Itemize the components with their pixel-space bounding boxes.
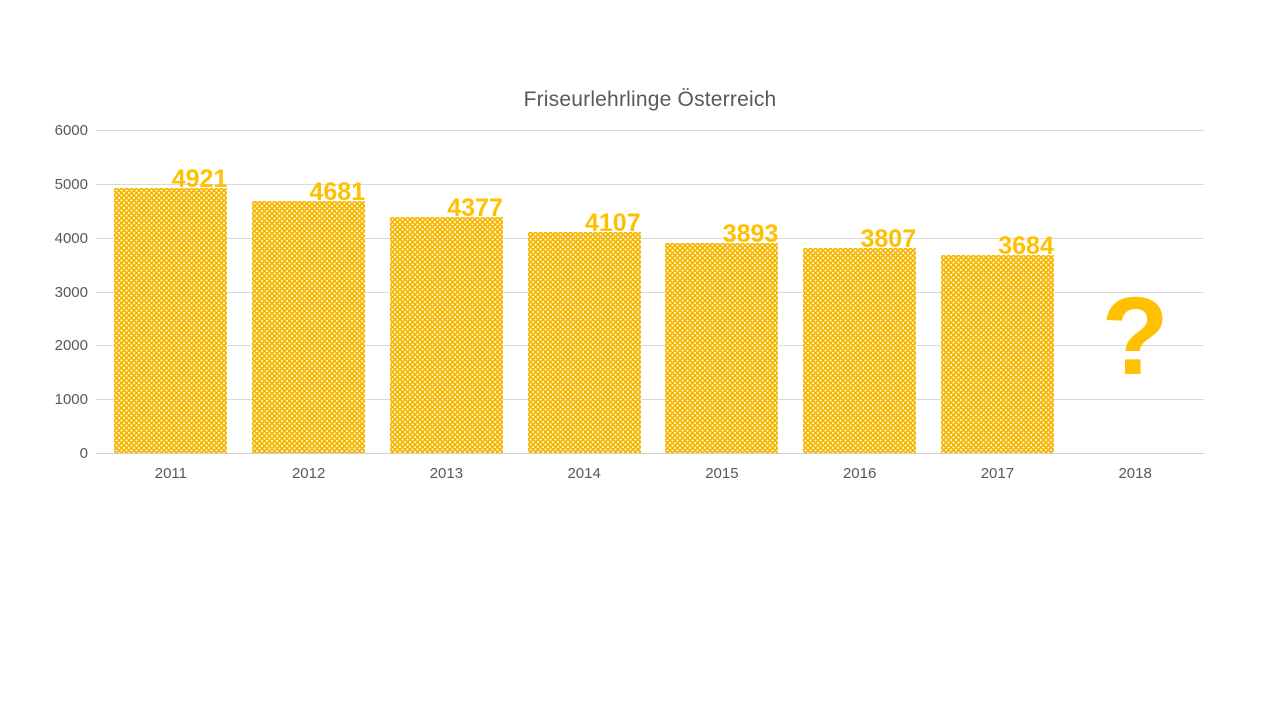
bar-value-label-2013: 4377 xyxy=(447,194,503,223)
gridline-0 xyxy=(96,453,1204,454)
bar-2016 xyxy=(803,248,917,453)
bar-value-label-2015: 3893 xyxy=(722,220,779,249)
missing-value-annotation-2018: ? xyxy=(1101,275,1169,398)
bar-value-label-2016: 3807 xyxy=(860,225,917,254)
x-axis-tick-label-2013: 2013 xyxy=(429,465,464,482)
bar-value-label-2011: 4921 xyxy=(171,165,228,194)
bar-2015 xyxy=(665,243,779,453)
gridline-3000 xyxy=(96,291,1204,293)
plot-area: 4921 4681 4377 4107 3893 3807 3684? xyxy=(96,130,1204,454)
x-axis-tick-label-2011: 2011 xyxy=(154,465,187,482)
x-axis-tick-label-2015: 2015 xyxy=(705,465,739,482)
gridline-1000 xyxy=(96,399,1204,401)
chart-title: Friseurlehrlinge Österreich xyxy=(523,88,777,111)
gridline-4000 xyxy=(96,237,1204,239)
y-axis-tick-label: 5000 xyxy=(54,175,88,193)
gridline-5000 xyxy=(96,183,1204,185)
bar-value-label-2017: 3684 xyxy=(998,231,1054,260)
x-axis-tick-label-2016: 2016 xyxy=(842,465,877,482)
bar-2017 xyxy=(940,254,1054,453)
y-axis-tick-label: 2000 xyxy=(54,337,88,355)
x-axis-tick-label-2018: 2018 xyxy=(1118,465,1152,482)
y-axis-tick-label: 1000 xyxy=(54,391,88,409)
bar-2011 xyxy=(114,188,228,453)
y-axis-tick-label: 3000 xyxy=(54,283,88,301)
x-axis-tick-label-2017: 2017 xyxy=(980,465,1015,482)
y-axis-tick-label: 0 xyxy=(79,445,88,462)
y-axis-tick-label: 6000 xyxy=(54,122,88,139)
bar-value-label-2012: 4681 xyxy=(309,178,366,207)
gridline-2000 xyxy=(96,345,1204,347)
gridline-6000 xyxy=(96,130,1204,131)
bar-value-label-2014: 4107 xyxy=(585,208,641,237)
bar-2013 xyxy=(389,217,503,453)
x-axis-tick-label-2014: 2014 xyxy=(567,465,601,482)
bar-2014 xyxy=(527,231,641,453)
bar-2012 xyxy=(252,201,366,453)
x-axis-tick-label-2012: 2012 xyxy=(291,465,326,482)
y-axis-tick-label: 4000 xyxy=(54,229,88,247)
